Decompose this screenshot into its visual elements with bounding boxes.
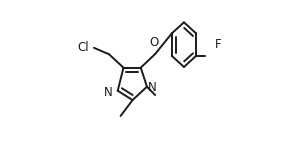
Text: O: O: [149, 36, 158, 49]
Text: Cl: Cl: [77, 41, 89, 54]
Text: N: N: [104, 86, 112, 99]
Text: F: F: [215, 38, 221, 51]
Text: N: N: [148, 81, 157, 94]
